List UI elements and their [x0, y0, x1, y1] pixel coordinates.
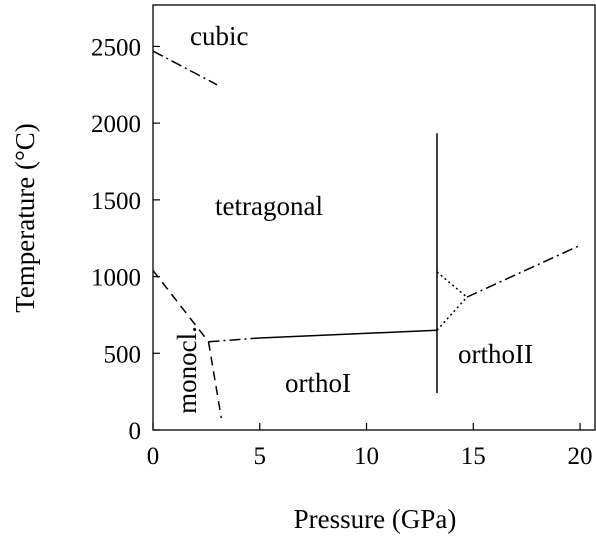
y-tick-label: 2500	[91, 34, 141, 61]
y-tick-label: 1000	[91, 265, 141, 292]
phase-boundary	[152, 269, 210, 343]
phase-boundary	[207, 341, 223, 419]
x-tick-label: 20	[568, 443, 593, 470]
phase-boundary	[259, 329, 438, 339]
y-tick-label: 1500	[91, 188, 141, 215]
plot-frame	[152, 4, 596, 431]
phase-label: tetragonal	[215, 191, 323, 221]
phase-boundary	[152, 50, 218, 86]
phase-boundary	[436, 296, 468, 331]
phase-boundary	[466, 244, 581, 298]
y-tick-label: 2000	[91, 111, 141, 138]
x-axis-label: Pressure (GPa)	[294, 504, 457, 534]
phase-label: orthoI	[285, 368, 351, 398]
phase-label: orthoII	[458, 339, 533, 369]
x-tick-label: 0	[147, 443, 160, 470]
y-axis-label: Temperature (°C)	[10, 123, 40, 313]
y-tick-label: 500	[104, 341, 142, 368]
y-tick-label: 0	[129, 418, 142, 445]
x-tick-label: 5	[254, 443, 267, 470]
x-tick-label: 15	[461, 443, 486, 470]
x-tick-label: 10	[354, 443, 379, 470]
phase-boundary	[436, 271, 468, 298]
phase-boundary	[208, 337, 260, 343]
phase-label: monocl.	[172, 326, 202, 414]
phase-label: cubic	[190, 21, 248, 51]
